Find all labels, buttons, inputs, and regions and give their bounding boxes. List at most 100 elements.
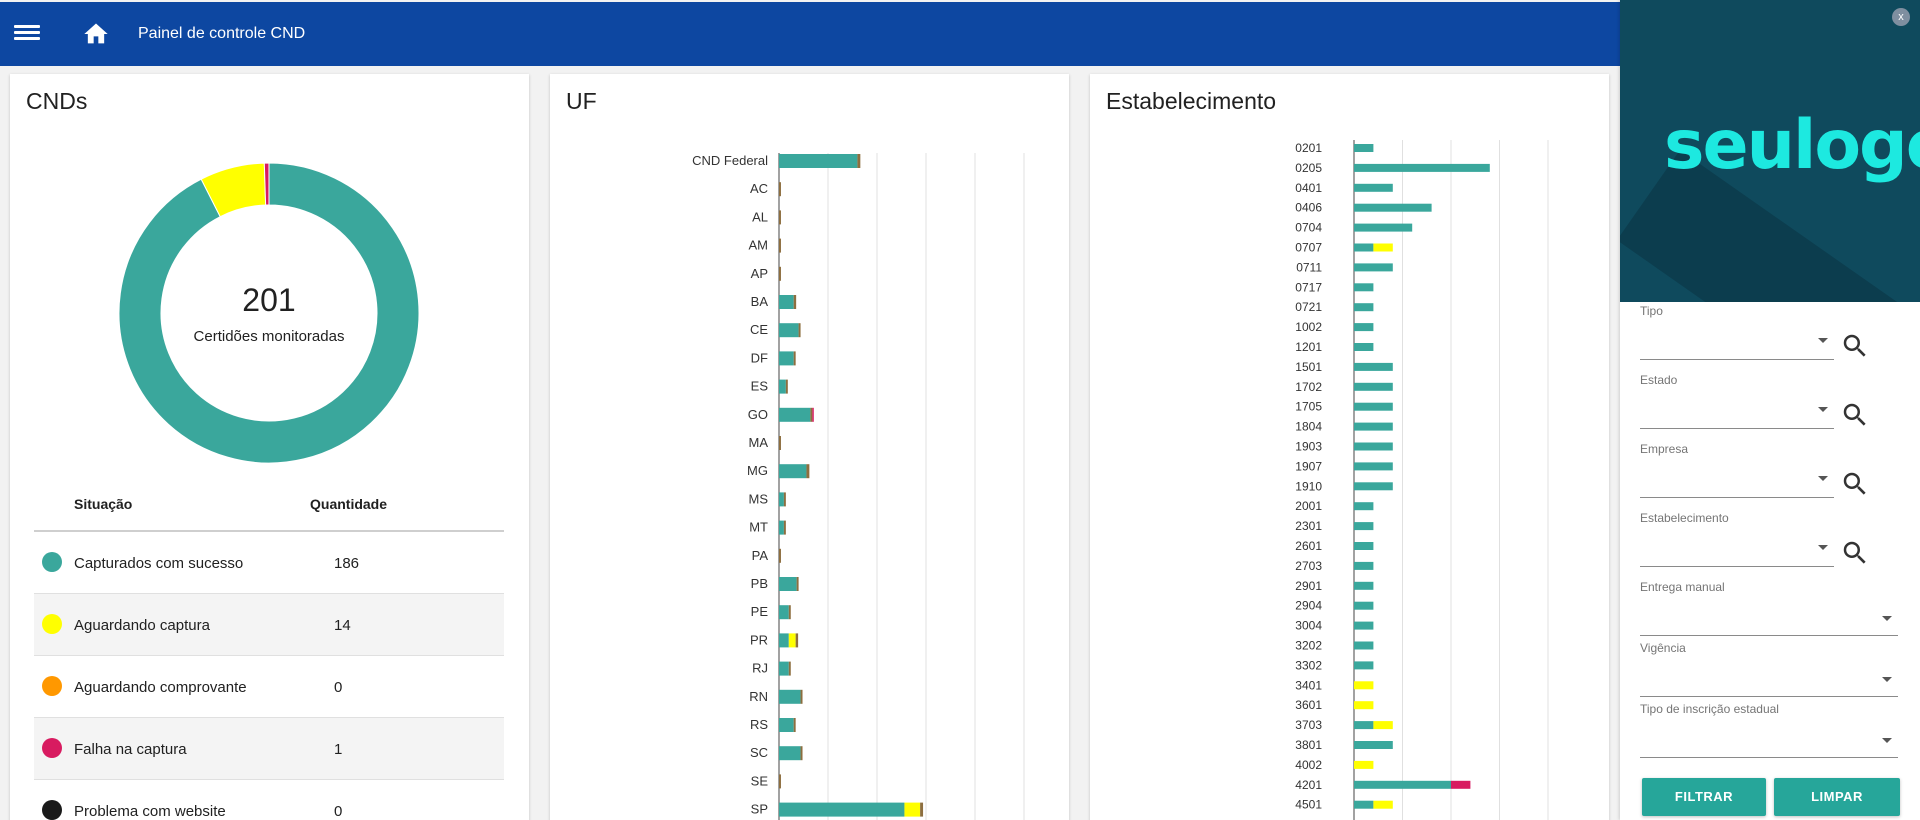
bar-segment [1354, 522, 1374, 531]
status-value: 186 [334, 555, 360, 572]
status-label: Aguardando comprovante [74, 679, 247, 696]
bar-segment [1354, 183, 1393, 192]
bar-segment [1354, 422, 1393, 431]
bar-segment [788, 605, 791, 620]
limpar-button[interactable]: LIMPAR [1774, 778, 1900, 816]
category-label: MT [749, 520, 768, 535]
category-label: 3401 [1295, 678, 1322, 692]
category-label: 4201 [1295, 778, 1322, 792]
bar-segment [1354, 681, 1374, 690]
category-label: CND Federal [692, 153, 768, 168]
category-label: 3801 [1295, 738, 1322, 752]
chevron-down-icon [1882, 738, 1892, 743]
estab-bar-chart: 0201 0205 0401 0406 0704 0707 0711 0717 0721 1002… [1295, 140, 1549, 820]
bar-segment [779, 323, 799, 338]
vigencia-label: Vigência [1640, 641, 1686, 655]
bar-segment [779, 379, 786, 394]
tipo-inscricao-select[interactable]: Tipo de inscrição estadual [1640, 702, 1898, 758]
filtrar-button[interactable]: FILTRAR [1642, 778, 1766, 816]
status-dot [42, 676, 62, 696]
category-label: BA [751, 294, 769, 309]
bar-segment [779, 295, 794, 309]
bar-segment [1354, 163, 1490, 172]
bar-segment [1354, 701, 1374, 710]
status-row: Problema com website 0 [34, 780, 504, 820]
header-quantidade: Quantidade [310, 496, 388, 512]
bar-segment [800, 689, 803, 704]
category-label: RJ [752, 661, 768, 676]
bar-segment [1354, 263, 1393, 272]
bar-segment [1354, 780, 1451, 789]
status-row: Aguardando comprovante 0 [34, 656, 504, 718]
bar-segment [788, 661, 791, 676]
estabelecimento-select[interactable]: Estabelecimento [1640, 511, 1834, 567]
logo: seulogo x [1620, 0, 1920, 302]
category-label: 4501 [1295, 798, 1322, 812]
category-label: SP [751, 802, 768, 817]
category-label: SC [750, 745, 768, 760]
logo-text: seulogo [1664, 106, 1920, 185]
bar-segment [1354, 502, 1374, 511]
bar-segment [779, 802, 905, 817]
home-icon[interactable] [82, 20, 110, 48]
bar-segment [1354, 203, 1432, 212]
category-label: 1702 [1295, 380, 1322, 394]
tipo-label: Tipo [1640, 304, 1663, 318]
bar-segment [793, 295, 797, 309]
bar-segment [1354, 581, 1374, 590]
uf-card-title: UF [566, 88, 597, 114]
category-label: AL [752, 209, 768, 224]
bar-segment [779, 774, 781, 789]
bar-segment [1354, 402, 1393, 411]
category-label: RN [749, 689, 768, 704]
status-row: Capturados com sucesso 186 [34, 532, 504, 594]
bar-segment [779, 266, 781, 281]
close-button[interactable]: x [1892, 8, 1910, 26]
bar-segment [779, 689, 801, 704]
category-label: 3601 [1295, 698, 1322, 712]
category-label: 2703 [1295, 559, 1322, 573]
donut-slice-0 [118, 162, 420, 464]
bar-segment [1451, 780, 1471, 789]
bar-segment [779, 154, 858, 168]
bar-segment [1354, 661, 1374, 670]
bar-segment [800, 746, 803, 761]
vigencia-select[interactable]: Vigência [1640, 641, 1898, 697]
bar-segment [1354, 561, 1374, 570]
header-situacao: Situação [74, 496, 133, 512]
entrega-manual-select[interactable]: Entrega manual [1640, 580, 1898, 636]
bar-segment [1373, 243, 1393, 252]
bar-segment [779, 577, 797, 591]
bar-segment [779, 605, 789, 620]
category-label: 1201 [1295, 340, 1322, 354]
search-icon[interactable] [1840, 538, 1870, 568]
category-label: CE [750, 322, 768, 337]
search-icon[interactable] [1840, 331, 1870, 361]
bar-segment [779, 210, 781, 225]
menu-icon[interactable] [14, 22, 40, 46]
bar-segment [779, 436, 781, 450]
chevron-down-icon [1882, 616, 1892, 621]
bar-segment [806, 464, 810, 479]
bar-segment [857, 154, 861, 168]
category-label: 1501 [1295, 360, 1322, 374]
donut-slice-3 [263, 162, 270, 206]
bar-segment [795, 633, 799, 648]
estab-card: Estabelecimento 0201 0205 0401 0406 0704 0707… [1090, 74, 1609, 820]
empresa-label: Empresa [1640, 442, 1689, 456]
search-icon[interactable] [1840, 400, 1870, 430]
bar-segment [783, 520, 786, 535]
bar-segment [785, 379, 788, 394]
search-icon[interactable] [1840, 469, 1870, 499]
bar-segment [1354, 362, 1393, 371]
tipo-select[interactable]: Tipo [1640, 304, 1834, 360]
bar-segment [798, 323, 801, 338]
bar-segment [779, 661, 789, 676]
status-row: Aguardando captura 14 [34, 594, 504, 656]
empresa-select[interactable]: Empresa [1640, 442, 1834, 498]
status-label: Falha na captura [74, 741, 187, 758]
bar-segment [1354, 542, 1374, 550]
category-label: ES [751, 379, 769, 394]
estado-select[interactable]: Estado [1640, 373, 1834, 429]
bar-segment [779, 407, 811, 422]
